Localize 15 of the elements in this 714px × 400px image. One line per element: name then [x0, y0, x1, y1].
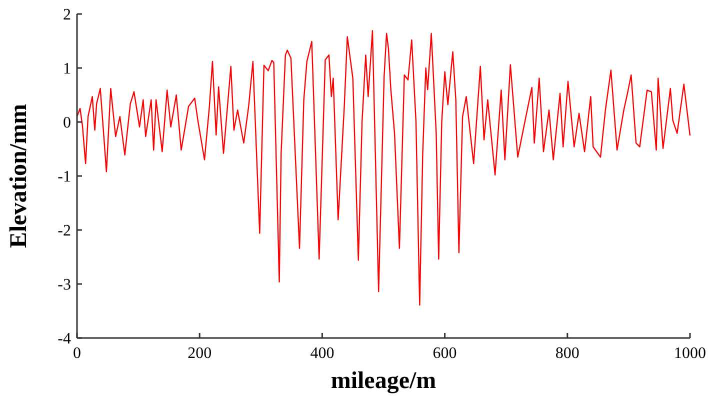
y-tick-label: 1	[63, 60, 71, 78]
x-tick-label: 200	[188, 345, 212, 362]
y-tick-label: 2	[63, 6, 71, 24]
y-axis-title: Elevation/mm	[6, 104, 32, 248]
y-tick-label: -1	[58, 168, 71, 186]
y-tick-label: -3	[58, 276, 71, 294]
x-tick-label: 1000	[674, 345, 706, 362]
y-tick-label: -2	[58, 222, 71, 240]
y-tick-label: 0	[63, 114, 71, 132]
y-tick-label: -4	[58, 330, 71, 348]
x-tick-label: 800	[555, 345, 580, 362]
line-series	[76, 30, 691, 306]
x-tick-label: 400	[310, 345, 334, 362]
x-tick-label: 600	[432, 345, 457, 362]
x-axis-title: mileage/m	[330, 368, 436, 394]
